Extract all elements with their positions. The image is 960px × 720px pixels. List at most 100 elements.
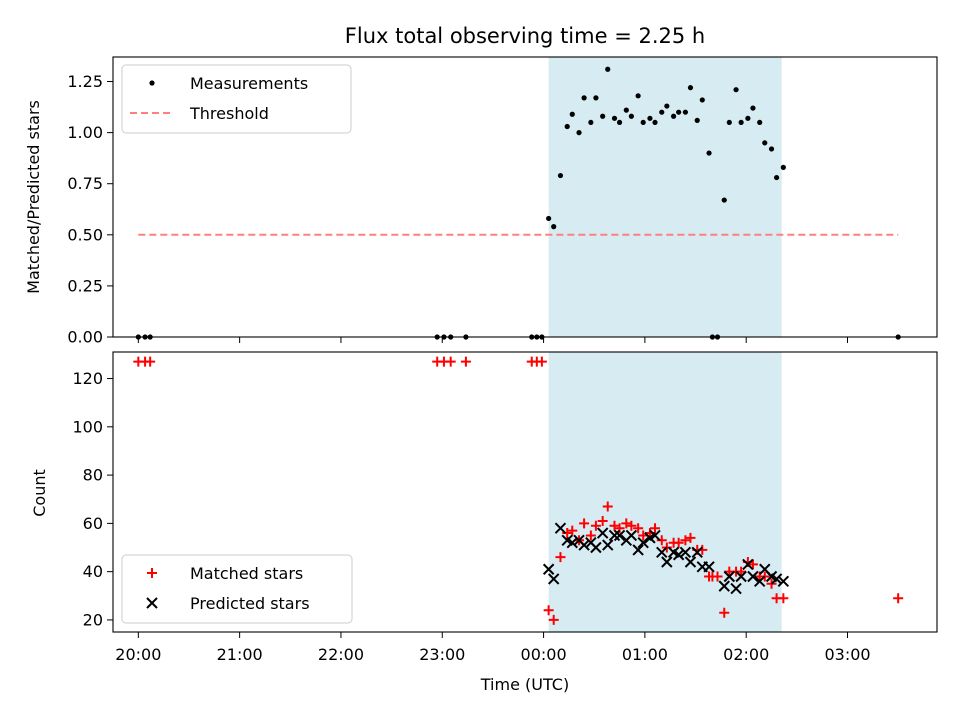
predicted-stars-point xyxy=(608,529,621,542)
measurement-point xyxy=(757,119,763,126)
measurement-point xyxy=(647,115,653,121)
measurement-point xyxy=(694,117,700,123)
predicted-stars-point xyxy=(596,527,609,539)
measurement-point xyxy=(768,146,775,152)
x-tick-label: 23:00 xyxy=(419,645,465,664)
measurement-point xyxy=(780,164,786,170)
measurement-point xyxy=(557,172,564,179)
y-tick-label: 40 xyxy=(83,562,103,581)
matched-stars-point xyxy=(712,571,723,582)
measurement-point xyxy=(687,85,694,91)
measurement-point xyxy=(750,105,756,111)
plot-frame xyxy=(112,351,938,633)
y-tick-label: 1.00 xyxy=(67,123,103,142)
predicted-stars-point xyxy=(632,544,644,556)
legend-measurements-swatch xyxy=(149,80,155,86)
predicted-stars-point xyxy=(723,570,736,583)
x-tick-label: 20:00 xyxy=(115,645,161,664)
top-panel: 0.00 0.25 0.50 0.75 1.00 1.25 Measurements Thre… xyxy=(67,56,938,347)
measurement-point xyxy=(635,93,641,99)
measurement-point xyxy=(569,111,575,117)
x-axis-label: Time (UTC) xyxy=(480,675,569,694)
matched-stars-point xyxy=(597,515,608,526)
matched-stars-point xyxy=(590,520,601,531)
y-tick-label: 0.50 xyxy=(67,225,103,244)
measurement-point xyxy=(551,224,557,230)
predicted-stars-point xyxy=(656,546,668,559)
predicted-stars-point xyxy=(602,539,614,551)
predicted-stars-point xyxy=(747,570,759,583)
legend-predicted-stars-swatch xyxy=(146,597,158,609)
y-tick-label: 60 xyxy=(83,514,103,533)
measurement-point xyxy=(676,109,682,115)
measurement-point xyxy=(576,130,582,136)
measurement-point xyxy=(773,174,780,181)
bottom-panel: 20 40 60 80 100 120 20:00 21:00 22:00 23:00 00:00 0… xyxy=(72,351,938,664)
matched-stars-point xyxy=(680,535,691,546)
matched-stars-point xyxy=(893,593,904,604)
matched-stars-point xyxy=(778,593,789,604)
measurement-point xyxy=(659,109,665,115)
matched-stars-point xyxy=(736,566,747,577)
top-y-axis-label: Matched/Predicted stars xyxy=(24,100,43,294)
predicted-stars-point xyxy=(742,558,754,571)
matched-stars-point xyxy=(145,356,156,367)
predicted-stars-point xyxy=(703,561,715,573)
measurement-point xyxy=(670,113,677,119)
matched-stars-point xyxy=(747,559,758,570)
legend: Measurements Threshold xyxy=(121,64,352,134)
legend-matched-stars-label: Matched stars xyxy=(190,564,303,583)
predicted-stars-point xyxy=(718,580,730,592)
matched-stars-point xyxy=(719,607,730,618)
y-tick-label: 20 xyxy=(83,610,103,629)
legend: Matched stars Predicted stars xyxy=(121,554,353,624)
measurement-point xyxy=(616,119,623,126)
predicted-stars-point xyxy=(542,563,555,575)
y-tick-label: 80 xyxy=(83,466,103,485)
matched-stars-point xyxy=(626,520,637,531)
predicted-stars-point xyxy=(625,529,638,542)
matched-stars-point xyxy=(650,523,661,534)
measurement-point xyxy=(600,113,606,119)
predicted-stars-point xyxy=(735,570,747,583)
measurement-point xyxy=(611,115,618,121)
predicted-stars-point xyxy=(672,549,685,561)
matched-stars-point xyxy=(543,605,554,616)
predicted-stars-point xyxy=(554,522,567,534)
matched-stars-point xyxy=(621,518,632,529)
measurement-point xyxy=(682,109,689,115)
matched-stars-point xyxy=(602,501,613,512)
plot-frame xyxy=(112,56,938,338)
predicted-stars-point xyxy=(679,546,692,559)
measurement-point xyxy=(733,87,739,93)
y-tick-label: 1.25 xyxy=(67,72,103,91)
matched-stars-point xyxy=(685,532,696,543)
legend-measurements-label: Measurements xyxy=(190,74,308,93)
observing-window-span xyxy=(548,57,782,337)
matched-stars-point xyxy=(536,356,547,367)
measurement-point xyxy=(664,103,670,109)
predicted-stars-point xyxy=(730,582,742,595)
measurement-point xyxy=(628,113,634,119)
predicted-stars-point xyxy=(661,556,673,568)
x-tick-label: 21:00 xyxy=(217,645,263,664)
measurement-point xyxy=(745,115,751,121)
predicted-stars-point xyxy=(613,529,626,542)
predicted-stars-point xyxy=(691,546,703,559)
predicted-stars-point xyxy=(770,573,783,585)
y-tick-label: 100 xyxy=(72,417,103,436)
predicted-stars-point xyxy=(684,556,697,568)
measurement-point xyxy=(726,119,732,126)
measurement-point xyxy=(581,95,587,101)
measurement-point xyxy=(588,119,594,126)
x-tick-label: 22:00 xyxy=(318,645,364,664)
legend-box xyxy=(121,554,353,624)
matched-stars-point xyxy=(567,525,578,536)
predicted-stars-point xyxy=(566,536,578,549)
predicted-stars-point xyxy=(547,573,560,585)
matched-stars-point xyxy=(633,523,644,534)
measurement-point xyxy=(706,150,712,156)
measurement-point xyxy=(623,107,629,113)
matched-stars-point xyxy=(579,518,590,529)
